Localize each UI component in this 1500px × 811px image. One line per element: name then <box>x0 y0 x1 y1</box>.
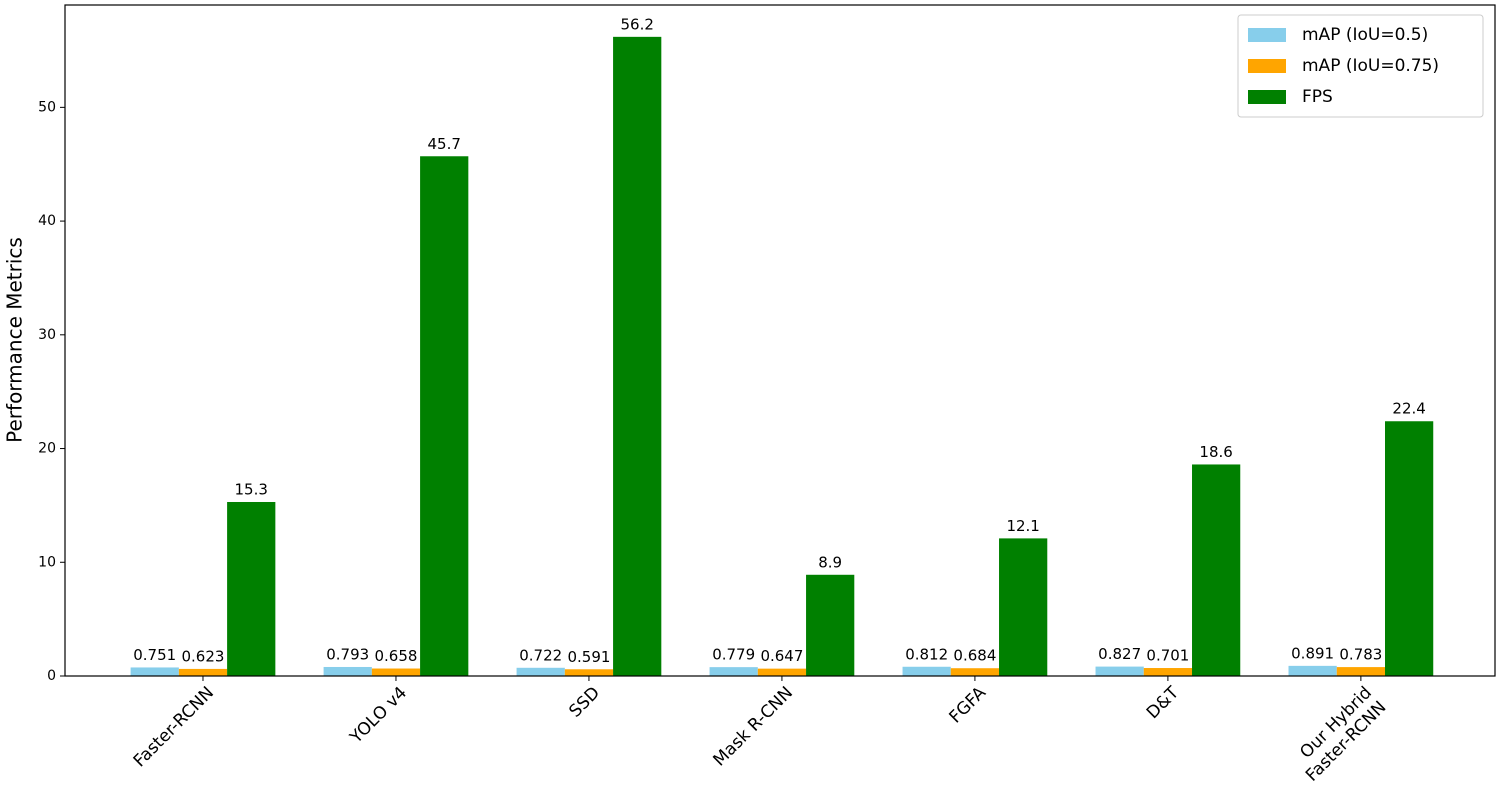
bar <box>130 667 179 676</box>
value-label: 22.4 <box>1392 400 1425 418</box>
bar <box>1192 464 1241 676</box>
y-tick-label: 30 <box>38 327 56 343</box>
legend-label: mAP (IoU=0.75) <box>1302 56 1439 76</box>
bar <box>564 669 614 676</box>
y-tick-label: 20 <box>38 441 56 457</box>
value-label: 0.812 <box>905 645 948 663</box>
value-label: 0.647 <box>760 647 803 665</box>
legend-swatch <box>1248 59 1286 73</box>
bar <box>1288 665 1337 676</box>
x-tick-label: Faster-RCNN <box>130 683 218 771</box>
bar <box>323 666 372 676</box>
bar <box>227 501 276 676</box>
y-tick-label: 0 <box>47 668 56 684</box>
bar <box>950 668 1000 676</box>
x-tick-label: Mask R-CNN <box>709 683 797 771</box>
x-tick-label: YOLO v4 <box>346 683 411 748</box>
bar <box>1385 421 1434 676</box>
bar <box>1095 666 1144 676</box>
bar <box>999 538 1048 676</box>
value-label: 0.783 <box>1339 646 1382 664</box>
x-tick-label: FGFA <box>946 683 991 728</box>
bar <box>757 668 807 676</box>
bar <box>516 667 565 676</box>
value-label: 0.684 <box>953 647 996 665</box>
x-tick-label: SSD <box>565 683 604 722</box>
value-label: 45.7 <box>428 135 461 153</box>
value-label: 0.779 <box>712 646 755 664</box>
value-label: 0.623 <box>182 647 225 665</box>
bar <box>1336 667 1385 676</box>
y-tick-label: 50 <box>38 99 56 115</box>
bar <box>420 156 469 676</box>
value-label: 56.2 <box>620 15 653 33</box>
legend-label: FPS <box>1302 87 1333 107</box>
plot-frame <box>64 4 1496 677</box>
value-label: 0.658 <box>374 647 417 665</box>
legend: mAP (IoU=0.5) mAP (IoU=0.75) FPS <box>1237 14 1484 118</box>
bar <box>806 574 855 676</box>
value-label: 8.9 <box>818 553 842 571</box>
x-tick-label: D&T <box>1143 682 1184 723</box>
value-label: 0.891 <box>1291 644 1334 662</box>
bar <box>1143 668 1193 676</box>
bar <box>709 667 758 676</box>
bar <box>371 668 421 676</box>
legend-swatch <box>1248 90 1286 104</box>
legend-label: mAP (IoU=0.5) <box>1302 25 1428 45</box>
bar <box>613 36 662 677</box>
value-label: 15.3 <box>235 480 268 498</box>
x-tick-label: Our HybridFaster-RCNN <box>1288 683 1391 786</box>
value-label: 0.591 <box>567 648 610 666</box>
value-label: 0.722 <box>519 646 562 664</box>
legend-swatch <box>1248 28 1286 42</box>
legend-box <box>1237 14 1484 118</box>
y-tick-label: 40 <box>38 213 56 229</box>
y-tick-label: 10 <box>38 554 56 570</box>
value-label: 0.751 <box>133 646 176 664</box>
bar <box>178 668 228 676</box>
value-label: 12.1 <box>1006 517 1039 535</box>
value-label: 18.6 <box>1199 443 1232 461</box>
value-label: 0.701 <box>1146 647 1189 665</box>
y-axis-label: Performance Metrics <box>3 237 27 443</box>
value-label: 0.827 <box>1098 645 1141 663</box>
value-label: 0.793 <box>326 645 369 663</box>
bar <box>902 666 951 676</box>
